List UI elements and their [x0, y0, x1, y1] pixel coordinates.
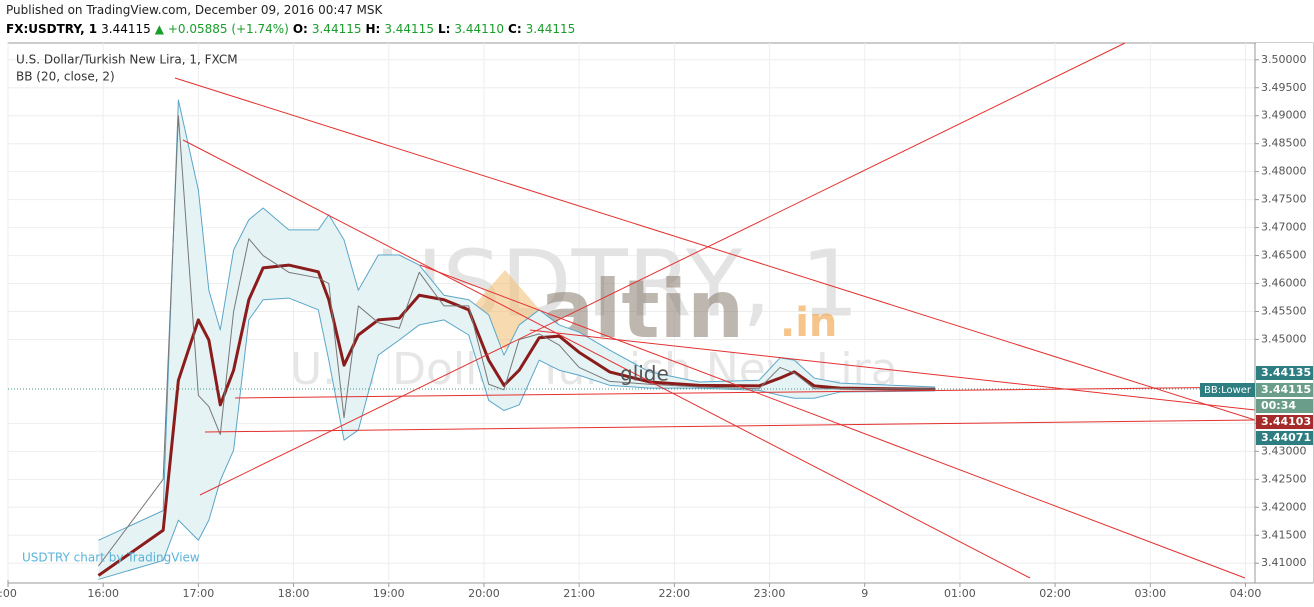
- series-line: [98, 115, 936, 567]
- y-tick-label: 3.49500: [1261, 81, 1307, 94]
- trend-line: [199, 42, 1126, 496]
- price-tag: [1256, 366, 1313, 380]
- trend-lines: [174, 42, 1256, 579]
- y-tick-label: 3.45000: [1261, 332, 1307, 345]
- price-tag: [1256, 383, 1313, 397]
- series-line: [98, 297, 936, 580]
- x-tick-label: 17:00: [183, 587, 215, 600]
- credit: USDTRY chart by TradingView: [22, 551, 200, 565]
- y-tick-label: 3.47500: [1261, 193, 1307, 206]
- price-tag: [1256, 431, 1313, 445]
- price-tag-label: 3.44103: [1261, 415, 1311, 428]
- x-tick-label: 01:00: [944, 587, 976, 600]
- x-tick-label: 20:00: [468, 587, 500, 600]
- series-line: [98, 99, 936, 541]
- x-tick-label: 03:00: [1134, 587, 1166, 600]
- y-tick-label: 3.41500: [1261, 528, 1307, 541]
- trend-line: [174, 77, 1256, 421]
- price-tag-label: 00:34: [1261, 399, 1296, 412]
- y-tick-label: 3.42000: [1261, 500, 1307, 513]
- price-tag-label: 3.44115: [1261, 383, 1311, 396]
- quote-part: H:: [365, 22, 381, 36]
- y-tick-label: 3.45500: [1261, 305, 1307, 318]
- x-tick-label: 23:00: [754, 587, 786, 600]
- x-tick-label: 02:00: [1039, 587, 1071, 600]
- price-tag: [1256, 399, 1313, 413]
- y-tick-label: 3.48000: [1261, 165, 1307, 178]
- quote-part: 3.44110: [454, 22, 505, 36]
- published-line: Published on TradingView.com, December 0…: [6, 3, 383, 17]
- series-line: [97, 263, 936, 577]
- y-tick-label: 3.41000: [1261, 556, 1307, 569]
- y-tick-label: 3.50000: [1261, 53, 1307, 66]
- quote-part: 3.44115: [525, 22, 576, 36]
- y-tick-label: 3.47000: [1261, 221, 1307, 234]
- quote-part: C:: [508, 22, 522, 36]
- x-tick-label: 16:00: [87, 587, 119, 600]
- price-tag-label: 3.44135: [1261, 366, 1311, 379]
- grid: [7, 43, 1255, 580]
- indicator-tag: [1200, 383, 1255, 397]
- indicator-tag-label: BB:Lower: [1204, 385, 1252, 396]
- quote-part: ▲ +0.05885 (+1.74%): [154, 22, 289, 36]
- trend-line: [204, 419, 1256, 433]
- quote-part: 3.44115: [384, 22, 434, 36]
- quote-part: L:: [437, 22, 451, 36]
- quote-line: FX:USDTRY, 1 3.44115 ▲ +0.05885 (+1.74%) O:…: [6, 22, 579, 36]
- trend-line: [234, 386, 1256, 399]
- annotation: glide: [620, 362, 669, 386]
- y-tick-label: 3.42500: [1261, 472, 1307, 485]
- quote-part: 3.44115: [101, 22, 151, 36]
- price-axis: [1256, 43, 1313, 583]
- trend-line: [182, 139, 1031, 579]
- x-tick-label: 19:00: [373, 587, 405, 600]
- trend-line: [419, 264, 1246, 579]
- trend-line: [529, 329, 1256, 411]
- y-tick-label: 3.48500: [1261, 137, 1307, 150]
- logo-suffix: .in: [780, 300, 837, 346]
- chart-title: U.S. Dollar/Turkish New Lira, 1, FXCM: [16, 53, 238, 67]
- x-tick-label: :00: [0, 587, 17, 600]
- x-tick-label: 21:00: [563, 587, 595, 600]
- quote-part: 3.44115: [311, 22, 362, 36]
- y-tick-label: 3.43000: [1261, 444, 1307, 457]
- indicator-label: BB (20, close, 2): [16, 70, 115, 84]
- axes: 3.50000 3.49500 3.49000 3.48500 3.48000 3.475…: [0, 53, 1313, 600]
- y-tick-label: 3.46000: [1261, 277, 1307, 290]
- price-tag-label: 3.44071: [1261, 431, 1311, 444]
- x-tick-label: 04:00: [1230, 587, 1262, 600]
- quote-part: FX:USDTRY, 1: [6, 22, 98, 36]
- y-tick-label: 3.49000: [1261, 109, 1307, 122]
- x-tick-label: 9: [861, 587, 868, 600]
- price-tag: [1256, 415, 1313, 429]
- y-tick-label: 3.46500: [1261, 249, 1307, 262]
- x-tick-label: 22:00: [658, 587, 690, 600]
- quote-part: O:: [292, 22, 308, 36]
- x-tick-label: 18:00: [278, 587, 310, 600]
